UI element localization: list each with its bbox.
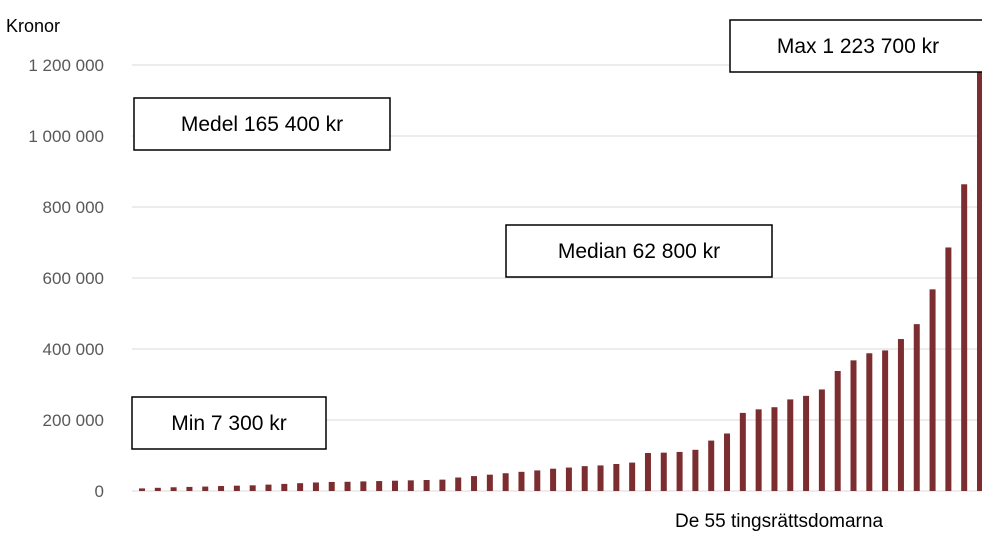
bar: [581, 466, 588, 491]
bar: [471, 476, 478, 491]
bar: [423, 479, 430, 491]
bar: [597, 465, 604, 491]
bar: [882, 350, 889, 491]
bar: [913, 324, 920, 491]
bar: [218, 486, 225, 491]
bar: [629, 462, 636, 491]
x-axis-label: De 55 tingsrättsdomarna: [675, 511, 883, 532]
bar: [154, 487, 161, 491]
bar: [328, 481, 335, 491]
bar: [945, 247, 952, 491]
bar: [534, 470, 541, 491]
bar: [312, 482, 319, 491]
bar: [455, 477, 462, 491]
bar: [202, 486, 209, 491]
bar: [186, 486, 193, 491]
bar: [961, 184, 968, 491]
bar: [391, 480, 398, 491]
bar: [407, 480, 414, 491]
annotation-max-label: Max 1 223 700 kr: [777, 35, 939, 58]
bar: [360, 481, 367, 491]
bar: [249, 485, 256, 491]
y-tick-label: 800 000: [43, 198, 104, 217]
y-tick-label: 400 000: [43, 340, 104, 359]
bar: [676, 451, 683, 491]
bar: [866, 353, 873, 491]
bar: [439, 479, 446, 491]
y-tick-label: 1 200 000: [28, 56, 104, 75]
bar: [139, 488, 145, 491]
annotation-mean-label: Medel 165 400 kr: [181, 113, 343, 136]
annotation-median: Median 62 800 kr: [505, 224, 773, 278]
bar: [708, 440, 715, 491]
bar: [502, 473, 509, 491]
bar: [265, 484, 272, 491]
bar: [850, 360, 857, 491]
bar: [644, 453, 651, 491]
annotation-min-label: Min 7 300 kr: [171, 412, 287, 435]
bar: [755, 409, 762, 491]
annotation-min: Min 7 300 kr: [131, 396, 327, 450]
bar: [170, 487, 177, 491]
y-tick-label: 1 000 000: [28, 127, 104, 146]
bar: [771, 407, 778, 491]
bar: [344, 481, 351, 491]
bar: [613, 464, 620, 491]
bar: [818, 389, 825, 491]
bar: [281, 483, 288, 491]
annotation-median-label: Median 62 800 kr: [558, 240, 720, 263]
bar: [376, 481, 383, 491]
annotation-mean: Medel 165 400 kr: [133, 97, 391, 151]
bar: [660, 452, 667, 491]
y-tick-label: 0: [95, 482, 104, 501]
annotation-max: Max 1 223 700 kr: [729, 19, 982, 73]
bar: [233, 485, 240, 491]
y-tick-label: 200 000: [43, 411, 104, 430]
y-axis-label: Kronor: [6, 16, 60, 36]
bar: [929, 289, 936, 491]
y-axis-ticks: 0 200 000 400 000 600 000 800 000 1 000 000 1 …: [28, 56, 104, 501]
bar: [787, 399, 794, 491]
bar: [724, 433, 731, 491]
bar: [692, 449, 699, 491]
y-tick-label: 600 000: [43, 269, 104, 288]
bar: [486, 474, 493, 491]
bar: [803, 395, 810, 491]
bar: [897, 339, 904, 491]
bar: [518, 471, 525, 491]
bar: [739, 412, 746, 491]
bar: [550, 468, 557, 491]
bar: [565, 467, 572, 491]
bar: [834, 371, 841, 491]
bar: [297, 483, 304, 491]
bars: [139, 68, 982, 491]
bar: [977, 68, 982, 491]
